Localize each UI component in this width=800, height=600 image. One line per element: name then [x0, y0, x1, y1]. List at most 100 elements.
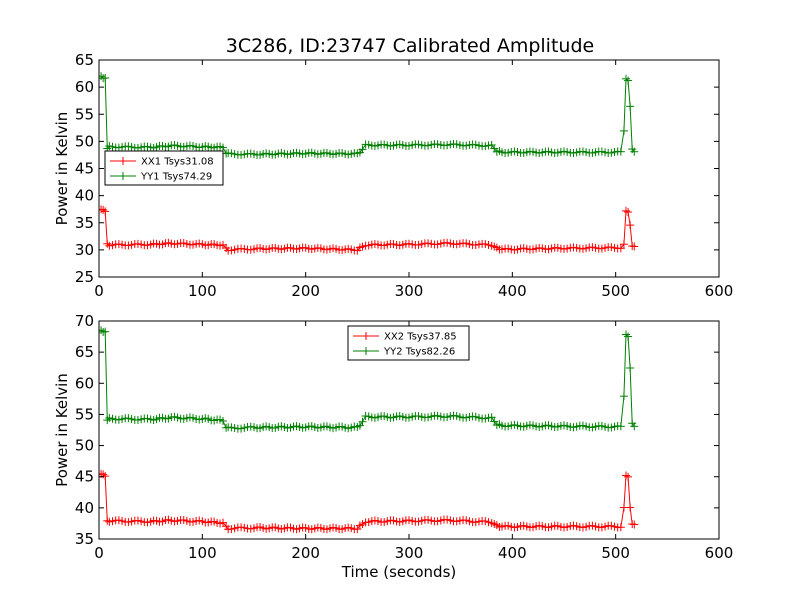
data-point	[405, 239, 413, 248]
x-tick-label: 200	[291, 544, 320, 562]
data-point	[622, 471, 630, 480]
x-tick-label: 0	[94, 544, 104, 562]
data-point	[143, 142, 152, 151]
data-point	[484, 240, 493, 249]
data-point	[427, 516, 436, 525]
data-point	[240, 523, 249, 532]
data-point	[443, 413, 452, 422]
data-point	[626, 503, 635, 512]
x-tick-label: 600	[705, 282, 734, 300]
data-point	[108, 241, 117, 250]
data-point	[227, 423, 236, 432]
x-tick-label: 500	[601, 282, 630, 300]
y-tick-label: 50	[75, 437, 94, 455]
chart-title: 3C286, ID:23747 Calibrated Amplitude	[226, 35, 594, 57]
data-point	[124, 414, 133, 423]
y-tick-label: 30	[75, 241, 94, 259]
data-point	[630, 147, 639, 156]
data-point	[105, 142, 114, 151]
legend-box	[104, 150, 224, 186]
data-point	[624, 332, 633, 341]
data-point	[405, 516, 413, 525]
data-point	[452, 517, 461, 526]
legend-marker	[119, 157, 127, 165]
data-point	[137, 517, 146, 526]
data-point	[227, 246, 236, 255]
data-point	[414, 412, 423, 421]
data-point	[471, 412, 480, 421]
data-point	[227, 525, 236, 534]
data-point	[630, 242, 639, 251]
x-tick-label: 200	[291, 282, 320, 300]
legend-marker	[362, 332, 370, 340]
data-point	[619, 126, 628, 135]
y-tick-label: 55	[75, 405, 94, 423]
data-point	[462, 141, 471, 150]
y-tick-label: 55	[75, 105, 94, 123]
data-point	[471, 241, 480, 250]
data-point	[105, 413, 114, 422]
data-point	[127, 517, 136, 526]
data-point	[108, 517, 117, 526]
data-point	[405, 141, 413, 150]
data-point	[427, 239, 436, 248]
y-axis-label: Power in Kelvin	[53, 112, 71, 226]
y-tick-label: 45	[75, 468, 94, 486]
data-point	[424, 413, 433, 422]
data-point	[484, 413, 493, 422]
data-point	[626, 102, 635, 111]
data-point	[616, 523, 625, 532]
series-markers-1	[99, 469, 639, 534]
data-point	[452, 411, 461, 420]
data-point	[465, 240, 474, 249]
data-point	[433, 140, 442, 149]
data-point	[462, 516, 471, 525]
data-point	[237, 150, 246, 159]
data-point	[143, 518, 152, 527]
legend-label: XX1 Tsys31.08	[141, 157, 214, 168]
data-point	[443, 238, 452, 247]
data-point	[101, 327, 110, 336]
data-point	[101, 73, 110, 82]
y-tick-label: 70	[75, 312, 94, 330]
data-point	[630, 520, 639, 529]
y-tick-label: 60	[75, 374, 94, 392]
x-tick-label: 400	[498, 544, 527, 562]
data-point	[240, 150, 249, 159]
data-point	[471, 518, 480, 527]
data-point	[405, 413, 413, 422]
data-point	[481, 414, 490, 423]
x-tick-label: 500	[601, 544, 630, 562]
y-tick-label: 25	[75, 268, 94, 286]
x-tick-label: 300	[395, 282, 424, 300]
data-point	[427, 412, 436, 421]
legend-marker	[362, 347, 370, 355]
data-point	[443, 141, 452, 150]
data-point	[133, 516, 142, 525]
legend-item-2: YY2 Tsys82.26	[353, 347, 455, 358]
data-point	[417, 240, 426, 249]
x-tick-label: 100	[188, 282, 217, 300]
data-point	[424, 515, 433, 524]
data-point	[624, 208, 633, 217]
data-point	[114, 143, 123, 152]
data-point	[424, 141, 433, 150]
data-point	[108, 414, 117, 423]
data-point	[619, 240, 628, 249]
data-point	[127, 240, 136, 249]
data-point	[408, 240, 417, 249]
data-point	[414, 240, 423, 249]
data-point	[624, 472, 633, 481]
y-tick-label: 45	[75, 160, 94, 178]
data-point	[424, 239, 433, 248]
data-point	[219, 416, 227, 425]
data-point	[358, 417, 367, 426]
data-point	[237, 424, 246, 433]
data-point	[114, 240, 123, 249]
data-point	[474, 413, 483, 422]
x-tick-label: 100	[188, 544, 217, 562]
data-point	[124, 142, 133, 151]
data-point	[230, 424, 239, 433]
plot-series-group	[99, 326, 639, 534]
